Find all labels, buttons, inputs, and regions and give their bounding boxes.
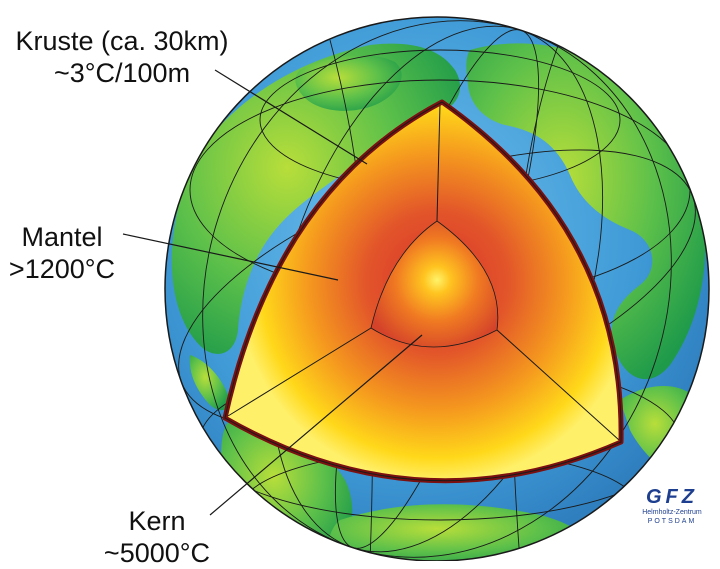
section-line-vertical — [436, 103, 441, 222]
gfz-logo-location: POTSDAM — [647, 518, 697, 525]
crust-rim-inner — [224, 101, 622, 482]
label-core-name: Kern — [128, 506, 186, 536]
leader-line-core — [209, 334, 423, 516]
label-mantle-name: Mantel — [21, 222, 103, 252]
core-wedge — [370, 220, 499, 348]
gfz-logo-subtitle: Helmholtz-Zentrum — [642, 509, 702, 516]
label-mantle-temperature: >1200°C — [8, 254, 116, 284]
leader-line-mantle — [122, 233, 339, 281]
section-line-left — [227, 327, 372, 417]
label-crust-gradient: ~3°C/100m — [53, 58, 191, 88]
leader-lines — [122, 69, 423, 516]
leader-line-crust — [214, 69, 368, 165]
label-crust-name: Kruste (ca. 30km) — [15, 26, 229, 56]
landmass-central-america — [189, 355, 229, 411]
section-line-right — [496, 329, 620, 441]
gfz-logo: GFZ Helmholtz-Zentrum POTSDAM — [628, 486, 716, 526]
label-core: Kern ~5000°C — [92, 505, 222, 569]
section-lines — [227, 103, 620, 441]
globe-outline — [164, 16, 710, 561]
label-crust: Kruste (ca. 30km) ~3°C/100m — [2, 25, 242, 89]
label-mantle: Mantel >1200°C — [2, 221, 122, 285]
landmass-north-america — [171, 43, 461, 354]
gfz-logo-wordmark: GFZ — [646, 486, 698, 508]
label-core-temperature: ~5000°C — [103, 538, 211, 568]
